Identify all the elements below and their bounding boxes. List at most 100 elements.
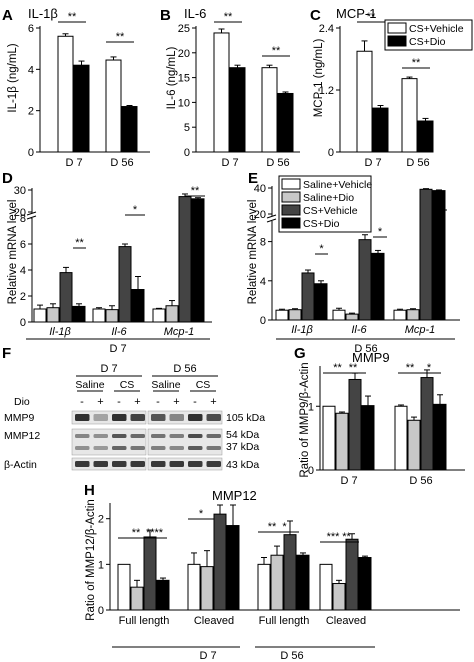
- bar-d: [191, 198, 205, 323]
- legend-de-swatch: [281, 191, 301, 203]
- panel-letter-e: E: [248, 170, 258, 187]
- significance-label-h: *: [282, 521, 287, 533]
- blot-band: [75, 434, 90, 438]
- bar-e: [301, 272, 315, 321]
- bar-e: [345, 313, 359, 321]
- legend-de-swatch: [281, 204, 301, 216]
- y-tick-label-a: 4: [28, 64, 34, 76]
- bar-b: [261, 67, 278, 153]
- axis-break-mark-d: [26, 215, 37, 220]
- bar-h: [358, 557, 372, 611]
- blot-membrane: [71, 457, 147, 471]
- blot-band: [206, 446, 221, 450]
- blot-group-label: Saline: [75, 379, 104, 391]
- bar-d: [33, 308, 47, 323]
- y-tick-label-c: 2.4: [319, 23, 334, 35]
- significance-label-d: **: [191, 185, 200, 197]
- group-label-h-d7: D 7: [199, 650, 216, 662]
- bar-h: [226, 525, 240, 611]
- bar-g: [322, 405, 336, 471]
- x-tick-label-b: D 7: [221, 157, 238, 169]
- significance-label-h: **: [342, 531, 351, 543]
- y-tick-label-b: 15: [178, 73, 190, 85]
- significance-label-c: **: [367, 11, 376, 23]
- significance-label-a: **: [116, 31, 125, 43]
- bar-h: [345, 538, 359, 611]
- bar-d: [105, 309, 119, 323]
- y-tick-label-d: 8: [20, 213, 26, 225]
- significance-label-g: **: [406, 362, 415, 374]
- x-tick-label-c: D 7: [364, 157, 381, 169]
- y-tick-label-e: 20: [254, 209, 266, 221]
- legend-de-label: CS+Vehicle: [303, 205, 358, 217]
- blot-band: [130, 446, 145, 450]
- y-axis-label-c: MCP-1 (ng/mL): [313, 39, 325, 118]
- y-tick-label-h: 1: [98, 559, 104, 571]
- blot-band: [151, 461, 166, 467]
- panel-letter-d: D: [2, 170, 13, 187]
- y-axis-label-a: IL-1β (ng/mL): [7, 43, 19, 112]
- y-tick-label-e: 8: [260, 237, 266, 249]
- bar-a: [121, 106, 138, 153]
- significance-label-g: *: [427, 362, 432, 374]
- bar-h: [156, 579, 170, 611]
- x-tick-label-g: D 7: [340, 475, 357, 487]
- significance-label-e: **: [436, 199, 445, 211]
- blot-band: [169, 446, 184, 450]
- y-tick-label-b: 25: [178, 23, 190, 35]
- bar-e: [314, 283, 328, 321]
- panel-title-c: MCP-1: [336, 6, 376, 21]
- bar-h: [257, 563, 271, 611]
- bar-d: [72, 305, 86, 323]
- blot-dio-mark: -: [80, 396, 84, 408]
- blot-day-label: D 7: [100, 363, 117, 375]
- blot-band: [93, 461, 108, 467]
- y-axis-label-d: Relative mRNA level: [7, 200, 19, 305]
- bar-g: [407, 419, 421, 471]
- blot-band: [130, 434, 145, 438]
- y-axis-label-g: Ratio of MMP9/β-Actin: [299, 362, 311, 477]
- blot-day-label: D 56: [173, 363, 196, 375]
- blot-group-label: CS: [120, 379, 135, 391]
- blot-band: [93, 414, 108, 421]
- bar-b: [277, 92, 294, 153]
- x-tick-label-e: Il-6: [351, 324, 367, 336]
- bar-h: [187, 563, 201, 611]
- blot-band: [151, 414, 166, 421]
- blot-membrane: [71, 410, 147, 425]
- y-tick-label-h: 0: [98, 605, 104, 617]
- legend-abc-label: CS+Dio: [409, 36, 446, 48]
- bar-e: [332, 309, 346, 321]
- blot-band: [112, 461, 127, 467]
- blot-dio-mark: +: [97, 396, 103, 408]
- blot-row-label: β-Actin: [4, 459, 37, 471]
- blot-membrane: [71, 428, 147, 456]
- bar-c: [417, 120, 434, 153]
- panel-title-b: IL-6: [184, 6, 206, 21]
- y-tick-label-a: 6: [28, 23, 34, 35]
- y-tick-label-d: 30: [14, 185, 26, 197]
- blot-dio-mark: -: [193, 396, 197, 408]
- blot-group-label: Saline: [151, 379, 180, 391]
- significance-label-c: **: [412, 57, 421, 69]
- blot-dio-label: Dio: [14, 396, 30, 408]
- blot-dio-mark: +: [173, 396, 179, 408]
- group-label-h-d56: D 56: [280, 650, 303, 662]
- blot-band: [130, 461, 145, 467]
- significance-label-e: *: [378, 226, 383, 238]
- bar-h: [200, 566, 214, 611]
- blot-band: [188, 446, 203, 450]
- legend-de-swatch: [281, 217, 301, 229]
- bar-g: [361, 405, 375, 471]
- y-axis-label-h: Ratio of MMP12/β-Actin: [85, 499, 97, 621]
- bar-d: [152, 308, 166, 323]
- x-tick-label-c: D 56: [406, 157, 429, 169]
- panel-letter-a: A: [2, 7, 13, 24]
- y-tick-label-a: 2: [28, 106, 34, 118]
- bar-d: [59, 272, 73, 323]
- panel-letter-g: G: [294, 345, 306, 362]
- blot-dio-mark: +: [134, 396, 140, 408]
- bar-e: [358, 239, 372, 321]
- y-tick-label-a: 0: [28, 147, 34, 159]
